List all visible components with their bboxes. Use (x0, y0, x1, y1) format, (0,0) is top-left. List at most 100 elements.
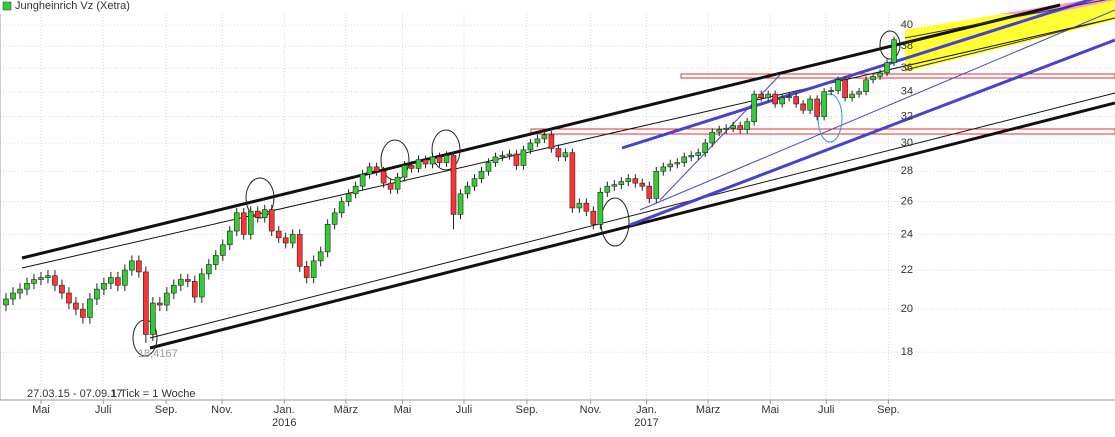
candle-body (660, 166, 667, 172)
candle-body (450, 155, 457, 215)
candle-body (359, 173, 366, 187)
candle-body (863, 79, 869, 93)
candle-body (296, 234, 303, 267)
candle-body (814, 98, 820, 117)
x-tick-label: März (334, 404, 358, 416)
candle-body (143, 271, 149, 335)
candle-body (226, 230, 233, 246)
x-tick-label: Nov. (580, 404, 602, 416)
candle-body (212, 255, 219, 265)
x-tick-label: Mai (761, 404, 779, 416)
trend-overlays (21, 0, 1115, 357)
candle-body (569, 152, 576, 209)
candle-body (408, 165, 415, 169)
candle-body (695, 152, 702, 156)
x-tick-label: Mai (32, 404, 50, 416)
candle-body (17, 288, 23, 294)
upper-trend (21, 3, 1061, 260)
blue-upper (621, 0, 1095, 150)
candle-body (807, 98, 813, 111)
candle-body (681, 156, 688, 163)
candle-body (751, 93, 757, 122)
candle-body (779, 97, 785, 105)
candle-body (800, 103, 806, 111)
candle-body (499, 155, 506, 158)
candle-body (702, 142, 709, 153)
candle-body (233, 212, 240, 232)
candle-body (401, 165, 408, 178)
candle-body (219, 244, 226, 256)
candle-body (639, 182, 646, 187)
candle-body (737, 125, 744, 130)
x-tick-label: Juli (818, 404, 835, 416)
candle-body (744, 121, 750, 130)
candle-body (394, 176, 401, 190)
candle-body (101, 283, 107, 290)
year-label: 2016 (272, 417, 296, 429)
candle-body (849, 93, 855, 99)
candle-body (157, 302, 163, 306)
candle-body (387, 182, 394, 190)
x-tick-label: Nov. (211, 404, 233, 416)
tick-note: 1 Tick = 1 Woche (111, 388, 195, 400)
blue-mid (639, 9, 1115, 211)
candle-body (380, 170, 387, 184)
y-tick-label: 22 (901, 264, 913, 276)
candle-body (492, 156, 499, 163)
candle-body (59, 284, 65, 294)
candle-body (856, 91, 862, 95)
upper-trend-thin (21, 17, 1115, 269)
candle-body (115, 277, 121, 286)
candle-body (709, 131, 716, 144)
swing-arc (879, 30, 901, 60)
candle-body (191, 281, 198, 298)
candle-body (324, 224, 331, 253)
y-tick-label: 40 (901, 19, 913, 31)
candle-body (171, 284, 177, 294)
candle-body (877, 72, 883, 77)
candle-body (338, 201, 345, 214)
y-tick-label: 28 (901, 165, 913, 177)
candle-body (604, 185, 611, 193)
candle-body (443, 155, 450, 163)
candle-body (534, 138, 541, 144)
candle-body (317, 251, 324, 262)
candle-body (520, 149, 527, 166)
candle-body (625, 178, 632, 182)
y-tick-label: 18 (901, 346, 913, 358)
candle-body (716, 129, 723, 133)
candle-body (45, 275, 51, 278)
y-tick-label: 20 (901, 303, 913, 315)
candle-body (282, 237, 289, 244)
candle-body (268, 209, 275, 232)
candle-body (24, 283, 30, 290)
grid (0, 14, 1115, 400)
candle-body (80, 308, 86, 318)
candle-body (793, 96, 799, 105)
candle-body (632, 178, 639, 184)
candle-body (583, 202, 590, 212)
swing-arc (817, 93, 843, 143)
candle-body (723, 127, 730, 130)
y-tick-label: 34 (901, 86, 913, 98)
candle-body (150, 302, 156, 335)
candle-body (87, 298, 93, 318)
candle-body (772, 93, 778, 105)
resistance-band (680, 73, 1115, 79)
candle-body (506, 153, 513, 156)
candle-body (415, 159, 422, 169)
candle-body (240, 212, 247, 235)
candle-body (891, 39, 897, 63)
candle-body (884, 62, 890, 74)
candle-body (164, 292, 170, 306)
swing-arc (245, 177, 275, 219)
candle-body (345, 193, 352, 202)
candle-body (471, 178, 478, 187)
candle-body (289, 234, 296, 244)
candle-body (555, 148, 562, 158)
candle-body (527, 142, 534, 151)
candle-body (730, 125, 737, 129)
candle-body (611, 184, 618, 187)
candle-body (275, 230, 282, 239)
